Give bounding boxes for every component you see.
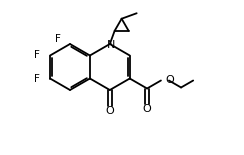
Text: O: O	[143, 104, 152, 113]
Text: N: N	[107, 40, 115, 50]
Text: F: F	[55, 34, 61, 44]
Text: O: O	[165, 75, 174, 84]
Text: F: F	[34, 49, 40, 60]
Text: F: F	[34, 75, 40, 84]
Text: O: O	[105, 106, 114, 116]
